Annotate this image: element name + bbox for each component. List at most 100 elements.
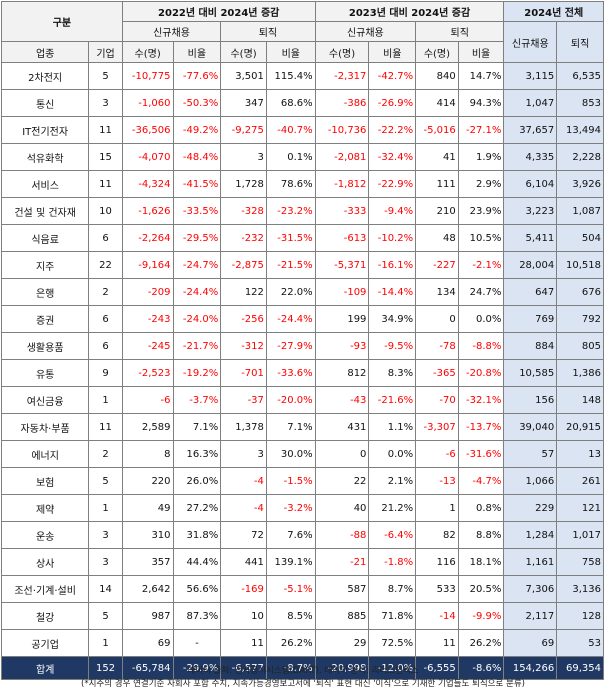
value-cell: 0 xyxy=(415,305,459,333)
value-cell: -3,307 xyxy=(415,413,459,441)
value-cell: 310 xyxy=(121,521,174,549)
value-cell: -2,523 xyxy=(121,359,174,387)
header-retire-2024: 퇴직 xyxy=(556,21,604,63)
total-cell: -20,998 xyxy=(314,656,370,680)
value-cell: -365 xyxy=(415,359,459,387)
value-cell: 28,004 xyxy=(503,251,558,279)
value-cell: -6.4% xyxy=(368,521,417,549)
value-cell: -31.5% xyxy=(265,224,316,252)
value-cell: -4 xyxy=(220,467,267,495)
value-cell: 805 xyxy=(556,332,604,360)
value-cell: 884 xyxy=(503,332,558,360)
table-row: 여신금융 1 -6 -3.7% -37 -20.0% -43 -21.6% -70 -32.1% 1… xyxy=(0,386,604,414)
value-cell: -43 xyxy=(314,386,370,414)
value-cell: 13 xyxy=(556,440,604,468)
value-cell: 26.2% xyxy=(457,629,505,657)
industry-cell: 운송 xyxy=(0,521,90,549)
value-cell: -50.3% xyxy=(172,89,222,117)
value-cell: 41 xyxy=(415,143,459,171)
value-cell: 3,223 xyxy=(503,197,558,225)
value-cell: 20,915 xyxy=(556,413,604,441)
value-cell: 69 xyxy=(121,629,174,657)
table-row: 운송 3 310 31.8% 72 7.6% -88 -6.4% 82 8.8% 1,284 1,01… xyxy=(0,521,604,549)
industry-cell: 보험 xyxy=(0,467,90,495)
table-row: 지주 22 -9,164 -24.7% -2,875 -21.5% -5,371 -16.1%… xyxy=(0,251,604,279)
value-cell: 34.9% xyxy=(368,305,417,333)
value-cell: 8.7% xyxy=(368,575,417,603)
industry-cell: 제약 xyxy=(0,494,90,522)
value-cell: 210 xyxy=(415,197,459,225)
value-cell: 0.1% xyxy=(265,143,316,171)
value-cell: 37,657 xyxy=(503,116,558,144)
industry-cell: 에너지 xyxy=(0,440,90,468)
value-cell: -2.1% xyxy=(457,251,505,279)
value-cell: 758 xyxy=(556,548,604,576)
value-cell: 2.1% xyxy=(368,467,417,495)
value-cell: -24.4% xyxy=(265,305,316,333)
value-cell: 30.0% xyxy=(265,440,316,468)
industry-cell: 석유화학 xyxy=(0,143,90,171)
value-cell: 82 xyxy=(415,521,459,549)
table-row: 증권 6 -243 -24.0% -256 -24.4% 199 34.9% 0 0.0% 769 7… xyxy=(0,305,604,333)
header-count: 수(명) xyxy=(415,41,459,63)
value-cell: 853 xyxy=(556,89,604,117)
industry-cell: 여신금융 xyxy=(0,386,90,414)
firms-cell: 1 xyxy=(88,629,123,657)
value-cell: -24.4% xyxy=(172,278,222,306)
value-cell: 69 xyxy=(503,629,558,657)
table-row: IT전기전자 11 -36,506 -49.2% -9,275 -40.7% -10,736… xyxy=(0,116,604,144)
value-cell: -243 xyxy=(121,305,174,333)
value-cell: -209 xyxy=(121,278,174,306)
value-cell: 533 xyxy=(415,575,459,603)
firms-cell: 11 xyxy=(88,413,123,441)
header-retire-2022: 퇴직 xyxy=(220,21,316,42)
industry-cell: 증권 xyxy=(0,305,90,333)
value-cell: 1,066 xyxy=(503,467,558,495)
industry-cell: 철강 xyxy=(0,602,90,630)
table-row: 조선·기계·설비 14 2,642 56.6% -169 -5.1% 587 8.7% 533 2… xyxy=(0,575,604,603)
value-cell: -22.9% xyxy=(368,170,417,198)
value-cell: 1,728 xyxy=(220,170,267,198)
value-cell: -20.0% xyxy=(265,386,316,414)
value-cell: 78.6% xyxy=(265,170,316,198)
value-cell: -5,371 xyxy=(314,251,370,279)
value-cell: -14.4% xyxy=(368,278,417,306)
firms-cell: 3 xyxy=(88,548,123,576)
value-cell: -169 xyxy=(220,575,267,603)
value-cell: 156 xyxy=(503,386,558,414)
value-cell: -2,264 xyxy=(121,224,174,252)
value-cell: 792 xyxy=(556,305,604,333)
total-cell: -65,784 xyxy=(121,656,174,680)
value-cell: 7.6% xyxy=(265,521,316,549)
value-cell: 134 xyxy=(415,278,459,306)
header-group-2023: 2023년 대비 2024년 증감 xyxy=(314,1,505,22)
value-cell: 2.9% xyxy=(457,170,505,198)
table-row: 공기업 1 69-11 26.2% 29 72.5% 11 26.2% 69 53 xyxy=(0,629,604,657)
value-cell: -312 xyxy=(220,332,267,360)
value-cell: -9,164 xyxy=(121,251,174,279)
value-cell: -33.5% xyxy=(172,197,222,225)
value-cell: 8.5% xyxy=(265,602,316,630)
industry-cell: IT전기전자 xyxy=(0,116,90,144)
value-cell: -10,736 xyxy=(314,116,370,144)
value-cell: 3,501 xyxy=(220,62,267,90)
value-cell: -48.4% xyxy=(172,143,222,171)
firms-cell: 5 xyxy=(88,467,123,495)
total-row: 합계 152 -65,784 -29.9% -6,577 -8.7% -20,9… xyxy=(0,656,604,680)
value-cell: 10.5% xyxy=(457,224,505,252)
value-cell: 3,136 xyxy=(556,575,604,603)
value-cell: -8.8% xyxy=(457,332,505,360)
total-cell: -6,555 xyxy=(415,656,459,680)
header-ratio: 비율 xyxy=(265,41,316,63)
value-cell: -22.2% xyxy=(368,116,417,144)
value-cell: -13.7% xyxy=(457,413,505,441)
value-cell: 40 xyxy=(314,494,370,522)
table-row: 식음료 6 -2,264 -29.5% -232 -31.5% -613 -10.2% 48 10… xyxy=(0,224,604,252)
value-cell: 6,104 xyxy=(503,170,558,198)
value-cell: 885 xyxy=(314,602,370,630)
header-ratio: 비율 xyxy=(172,41,222,63)
value-cell: 21.2% xyxy=(368,494,417,522)
value-cell: -232 xyxy=(220,224,267,252)
value-cell: 122 xyxy=(220,278,267,306)
value-cell: -32.1% xyxy=(457,386,505,414)
